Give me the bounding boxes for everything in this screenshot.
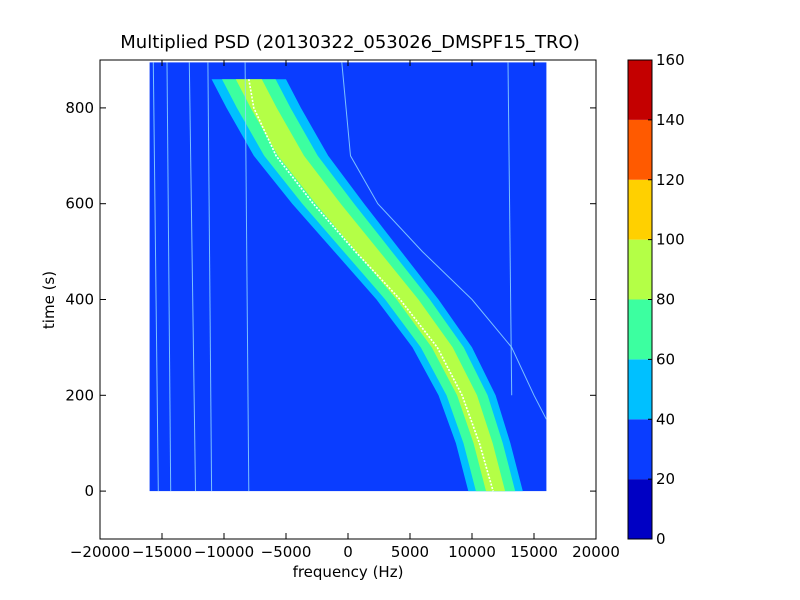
y-axis-ticks: 0 200 400 600 800: [65, 99, 596, 500]
doppler-white-trace: [248, 79, 494, 492]
y-tick-label: 400: [65, 291, 94, 309]
faint-trace: [188, 62, 196, 492]
faint-trace: [152, 62, 159, 492]
x-tick-label: 20000: [572, 543, 620, 561]
y-tick-label: 200: [65, 386, 94, 404]
faint-trace: [166, 62, 172, 492]
colorbar-tick-label: 40: [656, 410, 675, 428]
chart-title: Multiplied PSD (20130322_053026_DMSPF15_…: [120, 32, 579, 53]
colorbar-tick-label: 20: [656, 470, 675, 488]
faint-trace: [507, 62, 513, 396]
x-tick-label: 0: [343, 543, 353, 561]
y-tick-label: 600: [65, 195, 94, 213]
colorbar-swatch: [628, 179, 652, 240]
x-tick-label: 5000: [391, 543, 429, 561]
plot-area: −20000 −15000 −10000 −5000 0 5000 10000 15000 20…: [65, 59, 620, 561]
colorbar-swatch: [628, 239, 652, 300]
colorbar-swatches: [628, 60, 652, 539]
colorbar-tick-label: 80: [656, 291, 675, 309]
colorbar-tick-label: 60: [656, 350, 675, 368]
colorbar-swatch: [628, 359, 652, 420]
x-tick-label: −10000: [194, 543, 254, 561]
doppler-band-mid: [222, 79, 516, 492]
heatmap: [149, 62, 547, 492]
colorbar-swatch: [628, 479, 652, 539]
colorbar-tick-label: 120: [656, 171, 685, 189]
faint-trace: [207, 62, 213, 492]
colorbar-tick-label: 140: [656, 111, 685, 129]
y-axis-label: time (s): [40, 271, 58, 329]
colorbar-swatch: [628, 419, 652, 480]
faint-trace: [341, 62, 547, 420]
x-tick-label: −20000: [70, 543, 130, 561]
colorbar-tick-label: 160: [656, 51, 685, 69]
x-axis-ticks: −20000 −15000 −10000 −5000 0 5000 10000 15000 20…: [70, 60, 620, 561]
faint-trace: [244, 62, 250, 492]
colorbar-ticks: 0 20 40 60 80 100 120 140 160: [648, 51, 685, 548]
colorbar: 0 20 40 60 80 100 120 140 160: [627, 51, 685, 548]
colorbar-tick-label: 100: [656, 231, 685, 249]
y-tick-label: 0: [84, 482, 94, 500]
colorbar-swatch: [628, 299, 652, 360]
x-tick-label: 15000: [510, 543, 558, 561]
y-tick-label: 800: [65, 99, 94, 117]
x-tick-label: 10000: [448, 543, 496, 561]
x-axis-label: frequency (Hz): [293, 563, 404, 581]
colorbar-swatch: [628, 119, 652, 180]
colorbar-swatch: [628, 60, 652, 120]
colorbar-tick-label: 0: [656, 530, 666, 548]
x-tick-label: −5000: [261, 543, 312, 561]
doppler-band-core: [235, 79, 506, 492]
x-tick-label: −15000: [132, 543, 192, 561]
